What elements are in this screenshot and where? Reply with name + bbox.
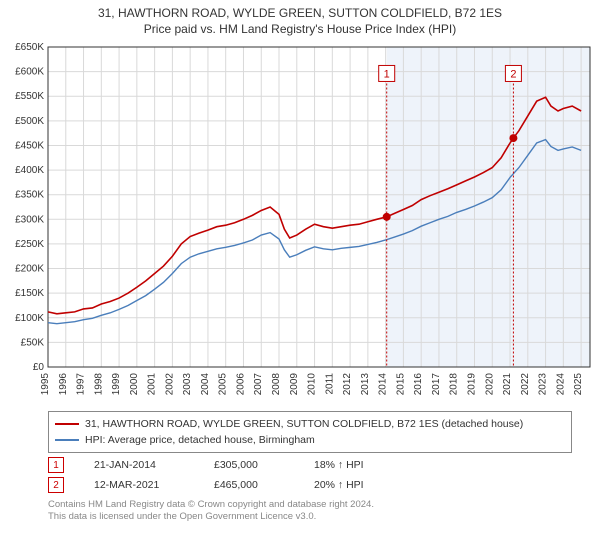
svg-text:1997: 1997 [76, 373, 87, 396]
footer-attribution: Contains HM Land Registry data © Crown c… [48, 499, 572, 523]
svg-text:£50K: £50K [21, 338, 45, 349]
datapoint-date: 21-JAN-2014 [94, 459, 184, 471]
svg-text:2015: 2015 [395, 373, 406, 396]
legend-swatch [55, 423, 79, 425]
svg-text:£650K: £650K [15, 42, 44, 53]
legend-label: 31, HAWTHORN ROAD, WYLDE GREEN, SUTTON C… [85, 418, 523, 430]
svg-text:2003: 2003 [182, 373, 193, 396]
legend: 31, HAWTHORN ROAD, WYLDE GREEN, SUTTON C… [48, 411, 572, 453]
svg-text:£400K: £400K [15, 165, 44, 176]
legend-item: HPI: Average price, detached house, Birm… [55, 432, 565, 448]
datapoint-hpi: 20% ↑ HPI [314, 479, 404, 491]
title-line-1: 31, HAWTHORN ROAD, WYLDE GREEN, SUTTON C… [0, 6, 600, 22]
svg-text:2005: 2005 [218, 373, 229, 396]
svg-text:£200K: £200K [15, 264, 44, 275]
svg-text:2024: 2024 [555, 373, 566, 396]
svg-text:2013: 2013 [360, 373, 371, 396]
title-line-2: Price paid vs. HM Land Registry's House … [0, 22, 600, 38]
svg-text:2021: 2021 [502, 373, 513, 396]
chart-area: 1995 1996 1997 1998 1999 2000 2001 2002 2003 2004… [0, 37, 600, 407]
datapoint-price: £465,000 [214, 479, 284, 491]
svg-text:2007: 2007 [253, 373, 264, 396]
svg-text:£600K: £600K [15, 67, 44, 78]
svg-text:£450K: £450K [15, 141, 44, 152]
line-chart-svg: 1995 1996 1997 1998 1999 2000 2001 2002 2003 2004… [0, 37, 600, 407]
svg-text:2016: 2016 [413, 373, 424, 396]
svg-text:£300K: £300K [15, 214, 44, 225]
svg-text:2017: 2017 [431, 373, 442, 396]
svg-text:2014: 2014 [378, 373, 389, 396]
svg-text:2019: 2019 [466, 373, 477, 396]
svg-text:1999: 1999 [111, 373, 122, 396]
svg-text:£0: £0 [33, 362, 45, 373]
svg-text:1998: 1998 [93, 373, 104, 396]
svg-text:2: 2 [510, 69, 516, 81]
datapoint-marker: 1 [48, 457, 64, 473]
datapoint-price: £305,000 [214, 459, 284, 471]
datapoint-hpi: 18% ↑ HPI [314, 459, 404, 471]
svg-text:2010: 2010 [307, 373, 318, 396]
datapoint-date: 12-MAR-2021 [94, 479, 184, 491]
legend-swatch [55, 439, 79, 441]
svg-text:£550K: £550K [15, 91, 44, 102]
svg-text:1996: 1996 [58, 373, 69, 396]
svg-text:2000: 2000 [129, 373, 140, 396]
svg-text:2025: 2025 [573, 373, 584, 396]
svg-text:£500K: £500K [15, 116, 44, 127]
svg-text:£350K: £350K [15, 190, 44, 201]
svg-text:£100K: £100K [15, 313, 44, 324]
datapoint-table: 1 21-JAN-2014 £305,000 18% ↑ HPI 2 12-MAR-202… [48, 455, 572, 495]
datapoint-row: 2 12-MAR-2021 £465,000 20% ↑ HPI [48, 475, 572, 495]
svg-text:2004: 2004 [200, 373, 211, 396]
svg-text:2001: 2001 [147, 373, 158, 396]
svg-text:£250K: £250K [15, 239, 44, 250]
legend-label: HPI: Average price, detached house, Birm… [85, 434, 315, 446]
svg-text:2006: 2006 [235, 373, 246, 396]
svg-text:2002: 2002 [164, 373, 175, 396]
svg-text:1: 1 [384, 69, 390, 81]
svg-text:1995: 1995 [40, 373, 51, 396]
svg-text:2022: 2022 [520, 373, 531, 396]
footer-line-2: This data is licensed under the Open Gov… [48, 511, 572, 523]
svg-text:£150K: £150K [15, 288, 44, 299]
svg-text:2023: 2023 [538, 373, 549, 396]
svg-text:2011: 2011 [324, 373, 335, 395]
svg-text:2012: 2012 [342, 373, 353, 396]
svg-text:2009: 2009 [289, 373, 300, 396]
svg-text:2020: 2020 [484, 373, 495, 396]
datapoint-row: 1 21-JAN-2014 £305,000 18% ↑ HPI [48, 455, 572, 475]
svg-text:2018: 2018 [449, 373, 460, 396]
chart-title: 31, HAWTHORN ROAD, WYLDE GREEN, SUTTON C… [0, 0, 600, 37]
datapoint-marker: 2 [48, 477, 64, 493]
legend-item: 31, HAWTHORN ROAD, WYLDE GREEN, SUTTON C… [55, 416, 565, 432]
footer-line-1: Contains HM Land Registry data © Crown c… [48, 499, 572, 511]
svg-text:2008: 2008 [271, 373, 282, 396]
